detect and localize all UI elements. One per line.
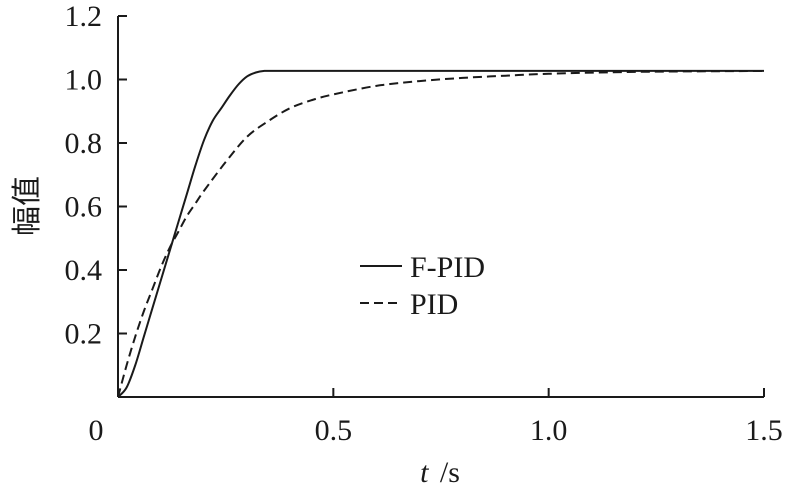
x-axis-title: t /s	[420, 456, 460, 488]
x-axis-title-variable: t	[420, 456, 429, 488]
y-tick-label: 0.8	[65, 127, 103, 160]
series-layer	[117, 69, 765, 398]
series-line-pid	[117, 69, 765, 398]
legend-label-f-pid: F-PID	[410, 251, 485, 284]
y-tick-label: 0.4	[65, 254, 103, 287]
legend: F-PID PID	[360, 251, 485, 321]
y-tick-label: 1.0	[65, 64, 103, 97]
x-tick-label: 1.5	[745, 414, 783, 447]
y-tick-label: 0.2	[65, 318, 103, 351]
x-tick-label: 0.5	[315, 414, 353, 447]
axes: 0.2 0.4 0.6 0.8 1.0 1.2 0 0.5 1.0 1.5	[65, 0, 783, 447]
series-line-f-pid	[117, 69, 764, 398]
y-tick-label: 0.6	[65, 191, 103, 224]
y-tick-label: 1.2	[65, 0, 103, 33]
y-axis-title: 幅值	[10, 176, 45, 236]
legend-label-pid: PID	[410, 288, 458, 321]
x-tick-label: 0	[89, 414, 104, 447]
x-axis-title-unit: /s	[440, 456, 460, 488]
y-ticks: 0.2 0.4 0.6 0.8 1.0 1.2	[65, 0, 127, 351]
x-ticks: 0 0.5 1.0 1.5	[89, 388, 783, 447]
x-tick-label: 1.0	[530, 414, 568, 447]
